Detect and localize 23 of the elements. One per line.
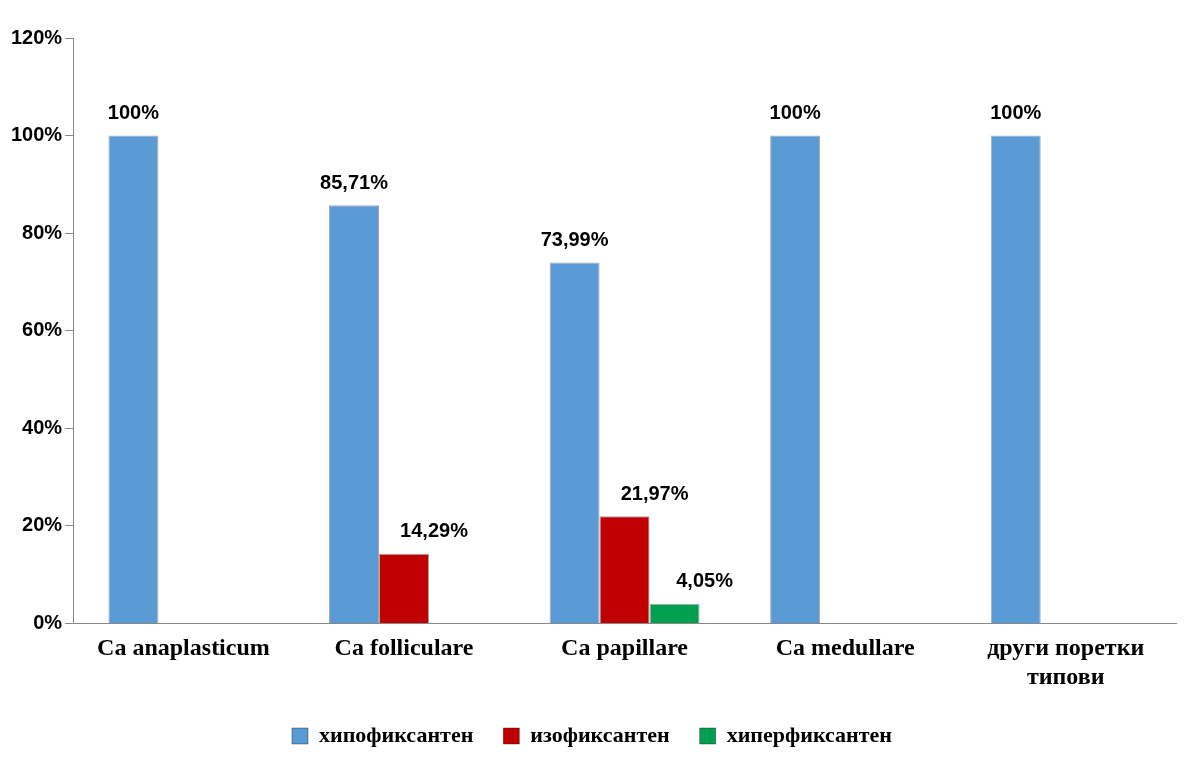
legend-label: хиперфиксантен xyxy=(726,721,893,747)
y-tick-label: 80% xyxy=(22,220,63,243)
x-tick-label: Ca anaplasticum xyxy=(97,634,270,660)
x-tick-label: Ca medullare xyxy=(775,634,915,660)
y-tick-label: 20% xyxy=(22,513,63,536)
y-tick-label: 60% xyxy=(22,318,63,341)
legend-label: хипофиксантен xyxy=(318,721,474,747)
data-label: 21,97% xyxy=(620,481,689,504)
data-label: 85,71% xyxy=(320,170,389,193)
data-label: 4,05% xyxy=(676,569,734,592)
x-tick-label: Ca folliculare xyxy=(334,634,474,660)
y-tick-label: 100% xyxy=(11,123,63,146)
data-label: 73,99% xyxy=(540,227,609,250)
x-tick-label: други поретки типови xyxy=(987,634,1145,689)
data-label: 100% xyxy=(990,101,1042,124)
y-tick-label: 0% xyxy=(33,610,63,633)
data-label: 100% xyxy=(107,101,160,124)
x-tick-label: Ca papillare xyxy=(561,634,689,660)
y-tick-label: 40% xyxy=(22,415,63,438)
data-label: 14,29% xyxy=(400,519,469,542)
data-label: 100% xyxy=(769,101,821,124)
legend-label: изофиксантен xyxy=(530,721,671,747)
y-tick-label: 120% xyxy=(11,25,63,48)
